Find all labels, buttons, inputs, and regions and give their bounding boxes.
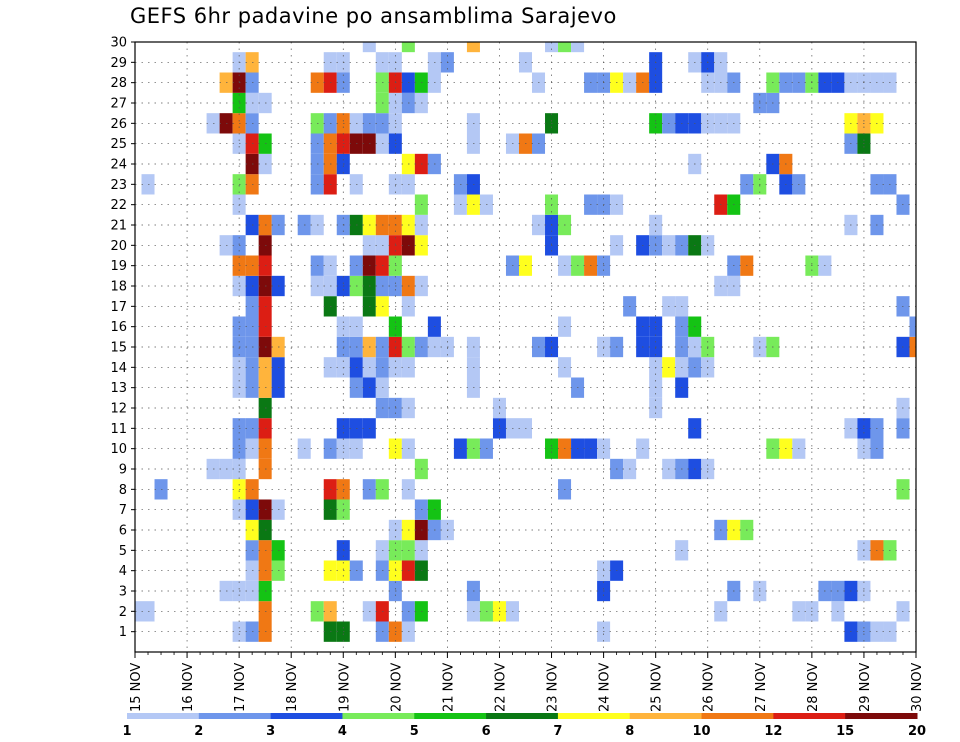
legend-swatch [701, 713, 774, 719]
heatmap-cell [909, 336, 916, 358]
x-tick-label: 28 NOV [806, 663, 821, 712]
legend-swatch [773, 713, 846, 719]
color-legend: 1 2 3 4 5 6 7 8 10 12 15 20 [122, 713, 926, 739]
legend-swatch [557, 713, 631, 719]
heatmap-cell [401, 42, 415, 53]
x-tick-label: 25 NOV [650, 663, 665, 712]
x-tick-label: 24 NOV [598, 663, 613, 712]
y-tick-label: 21 [110, 219, 127, 234]
legend-swatch [198, 713, 272, 719]
legend-label: 7 [553, 724, 562, 739]
legend-swatch [845, 713, 918, 719]
heatmap-cell [466, 42, 480, 53]
legend-label: 12 [764, 724, 782, 739]
y-tick-label: 20 [110, 239, 127, 254]
y-tick-label: 28 [110, 76, 127, 91]
y-tick-label: 8 [119, 483, 127, 498]
heatmap-cell [909, 316, 916, 337]
x-tick-label: 19 NOV [337, 663, 352, 712]
legend-label: 15 [836, 724, 854, 739]
legend-swatch [270, 713, 343, 719]
y-axis: 1234567891011121314151617181920212223242… [110, 36, 135, 640]
x-tick-label: 18 NOV [285, 663, 300, 712]
legend-swatch [629, 713, 703, 719]
x-tick-label: 26 NOV [702, 663, 717, 712]
chart-title: GEFS 6hr padavine po ansamblima Sarajevo [130, 4, 617, 28]
legend-label: 10 [692, 724, 710, 739]
x-tick-label: 21 NOV [441, 663, 456, 712]
y-tick-label: 11 [110, 422, 127, 437]
legend-label: 1 [122, 724, 131, 739]
x-tick-label: 20 NOV [389, 663, 404, 712]
x-tick-label: 27 NOV [754, 663, 769, 712]
x-tick-label: 16 NOV [181, 663, 196, 712]
legend-label: 20 [908, 724, 926, 739]
y-tick-label: 4 [119, 564, 127, 579]
legend-label: 6 [482, 724, 491, 739]
y-tick-label: 17 [110, 300, 127, 315]
y-tick-label: 19 [110, 259, 127, 274]
y-tick-label: 29 [110, 56, 127, 71]
legend-swatch [127, 713, 200, 719]
legend-label: 3 [266, 724, 275, 739]
legend-label: 2 [194, 724, 203, 739]
y-tick-label: 10 [110, 442, 127, 457]
y-tick-label: 7 [119, 503, 127, 518]
heatmap-cell [558, 42, 572, 53]
y-tick-label: 1 [119, 625, 127, 640]
y-tick-label: 26 [110, 117, 127, 132]
y-tick-label: 12 [110, 402, 127, 417]
y-tick-label: 6 [119, 524, 127, 539]
y-tick-label: 5 [119, 544, 127, 559]
y-tick-label: 14 [110, 361, 127, 376]
legend-swatch [342, 713, 415, 719]
legend-label: 5 [410, 724, 419, 739]
legend-label: 4 [338, 724, 347, 739]
y-tick-label: 13 [110, 381, 127, 396]
y-tick-label: 23 [110, 178, 127, 193]
heatmap-cell [545, 42, 559, 53]
y-tick-label: 18 [110, 280, 127, 295]
y-tick-label: 16 [110, 320, 127, 335]
heatmap-cells [135, 42, 916, 642]
y-tick-label: 25 [110, 137, 127, 152]
y-tick-label: 27 [110, 97, 127, 112]
heatmap-cell [362, 42, 376, 53]
x-tick-label: 17 NOV [233, 663, 248, 712]
x-tick-label: 15 NOV [129, 663, 144, 712]
x-tick-label: 23 NOV [546, 663, 561, 712]
legend-swatch [414, 713, 487, 719]
heatmap-cell [571, 42, 585, 53]
y-tick-label: 22 [110, 198, 127, 213]
x-tick-label: 29 NOV [858, 663, 873, 712]
heatmap-cell [135, 601, 142, 622]
x-tick-label: 22 NOV [493, 663, 508, 712]
y-tick-label: 24 [110, 158, 127, 173]
legend-swatch [486, 713, 559, 719]
y-tick-label: 9 [119, 463, 127, 478]
y-tick-label: 3 [119, 585, 127, 600]
x-tick-label: 30 NOV [910, 663, 925, 712]
y-tick-label: 15 [110, 341, 127, 356]
y-tick-label: 2 [119, 605, 127, 620]
grid-lines [135, 42, 916, 652]
legend-label: 8 [625, 724, 634, 739]
y-tick-label: 30 [110, 36, 127, 51]
x-axis: 15 NOV 16 NOV 17 NOV 18 NOV 19 NOV 20 NOV 21 N… [129, 652, 925, 712]
